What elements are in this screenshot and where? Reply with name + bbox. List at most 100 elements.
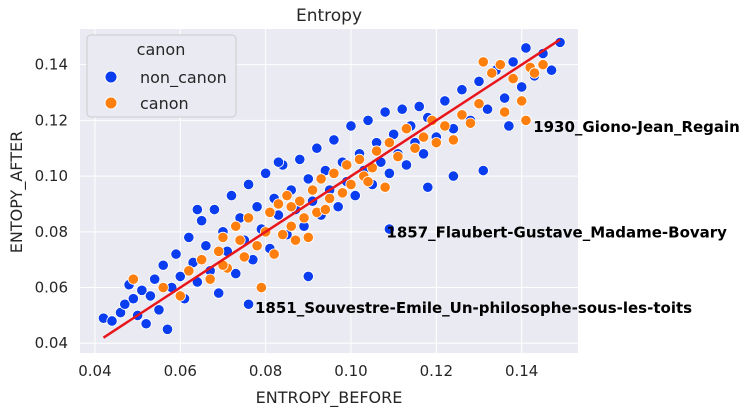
point-canon bbox=[204, 273, 216, 285]
annotations: 1930_Giono-Jean_Regain 1857_Flaubert-Gust… bbox=[255, 118, 740, 317]
point-non-canon bbox=[144, 290, 157, 302]
point-canon bbox=[277, 228, 289, 241]
point-canon bbox=[341, 159, 353, 171]
point-non-canon bbox=[503, 120, 515, 132]
point-non-canon bbox=[225, 189, 238, 202]
point-canon bbox=[285, 220, 297, 232]
point-canon bbox=[157, 281, 169, 294]
x-tick-label: 0.04 bbox=[78, 362, 111, 380]
point-non-canon bbox=[345, 120, 357, 132]
point-canon bbox=[319, 203, 331, 216]
x-tick-label: 0.06 bbox=[164, 362, 197, 380]
point-canon bbox=[370, 145, 383, 157]
point-canon bbox=[456, 109, 468, 121]
point-canon bbox=[281, 189, 293, 202]
point-non-canon bbox=[196, 215, 208, 227]
point-non-canon bbox=[127, 293, 139, 305]
point-canon bbox=[379, 181, 391, 193]
point-non-canon bbox=[153, 304, 165, 316]
point-canon bbox=[392, 150, 404, 163]
point-canon bbox=[315, 173, 327, 185]
point-non-canon bbox=[170, 248, 182, 260]
point-non-canon bbox=[422, 181, 434, 193]
point-non-canon bbox=[383, 223, 395, 235]
point-non-canon bbox=[106, 315, 118, 327]
point-canon bbox=[328, 167, 340, 179]
x-tick-label: 0.12 bbox=[420, 362, 453, 380]
point-non-canon bbox=[507, 56, 519, 68]
point-non-canon bbox=[477, 164, 489, 177]
point-canon bbox=[486, 67, 498, 79]
point-canon bbox=[268, 248, 280, 260]
point-non-canon bbox=[456, 84, 468, 96]
point-non-canon bbox=[439, 95, 451, 107]
point-canon bbox=[213, 245, 225, 257]
point-non-canon bbox=[481, 103, 494, 115]
point-canon bbox=[289, 234, 302, 246]
point-canon bbox=[264, 206, 276, 218]
point-non-canon bbox=[520, 42, 532, 54]
y-tick-label: 0.08 bbox=[35, 223, 68, 241]
annotation-label: 1857_Flaubert-Gustave_Madame-Bovary bbox=[386, 224, 727, 242]
point-canon bbox=[409, 142, 421, 154]
point-canon bbox=[302, 231, 314, 243]
point-non-canon bbox=[362, 114, 374, 126]
point-canon bbox=[174, 290, 186, 302]
annotation-label: 1930_Giono-Jean_Regain bbox=[533, 118, 740, 136]
point-non-canon bbox=[383, 167, 395, 179]
point-canon bbox=[272, 198, 285, 210]
x-tick-label: 0.14 bbox=[505, 362, 538, 380]
point-canon bbox=[234, 234, 246, 246]
point-non-canon bbox=[349, 189, 361, 202]
legend-marker-canon bbox=[104, 96, 118, 110]
point-non-canon bbox=[473, 75, 485, 87]
annotation-label: 1851_Souvestre-Emile_Un-philosophe-sous-… bbox=[255, 299, 692, 317]
fit-line bbox=[102, 38, 561, 339]
point-non-canon bbox=[413, 100, 425, 113]
point-canon bbox=[477, 56, 489, 68]
x-tick-label: 0.08 bbox=[249, 362, 282, 380]
point-canon bbox=[520, 114, 532, 126]
point-non-canon bbox=[545, 64, 558, 76]
point-canon bbox=[494, 59, 506, 71]
point-non-canon bbox=[213, 287, 225, 299]
point-non-canon bbox=[400, 159, 413, 171]
point-canon bbox=[507, 72, 519, 85]
point-non-canon bbox=[294, 153, 306, 165]
legend: canon non_canon canon bbox=[86, 34, 237, 118]
point-canon bbox=[255, 281, 267, 294]
point-non-canon bbox=[157, 259, 169, 271]
point-non-canon bbox=[230, 268, 242, 280]
point-canon bbox=[298, 212, 310, 224]
point-non-canon bbox=[200, 240, 212, 252]
legend-marker-non-canon bbox=[104, 70, 118, 84]
point-canon bbox=[362, 176, 374, 188]
legend-box bbox=[86, 34, 237, 118]
point-canon bbox=[383, 137, 395, 149]
point-non-canon bbox=[208, 203, 221, 216]
point-canon bbox=[439, 120, 451, 132]
point-non-canon bbox=[311, 142, 323, 154]
point-canon bbox=[217, 231, 229, 243]
point-canon bbox=[336, 187, 349, 199]
point-non-canon bbox=[332, 201, 344, 213]
point-non-canon bbox=[136, 284, 148, 296]
point-non-canon bbox=[516, 81, 528, 93]
point-non-canon bbox=[447, 170, 459, 182]
point-canon bbox=[430, 137, 442, 149]
point-canon bbox=[196, 254, 208, 266]
point-non-canon bbox=[174, 270, 186, 282]
point-non-canon bbox=[272, 156, 285, 168]
point-canon bbox=[127, 273, 139, 285]
point-non-canon bbox=[161, 323, 174, 335]
legend-label-canon: canon bbox=[140, 94, 189, 113]
point-non-canon bbox=[242, 178, 255, 191]
point-canon bbox=[345, 178, 357, 191]
point-non-canon bbox=[260, 167, 272, 179]
point-non-canon bbox=[302, 270, 314, 282]
point-non-canon bbox=[302, 173, 314, 185]
x-axis-label: ENTROPY_BEFORE bbox=[256, 388, 403, 408]
point-canon bbox=[285, 201, 297, 213]
point-canon bbox=[499, 106, 511, 118]
